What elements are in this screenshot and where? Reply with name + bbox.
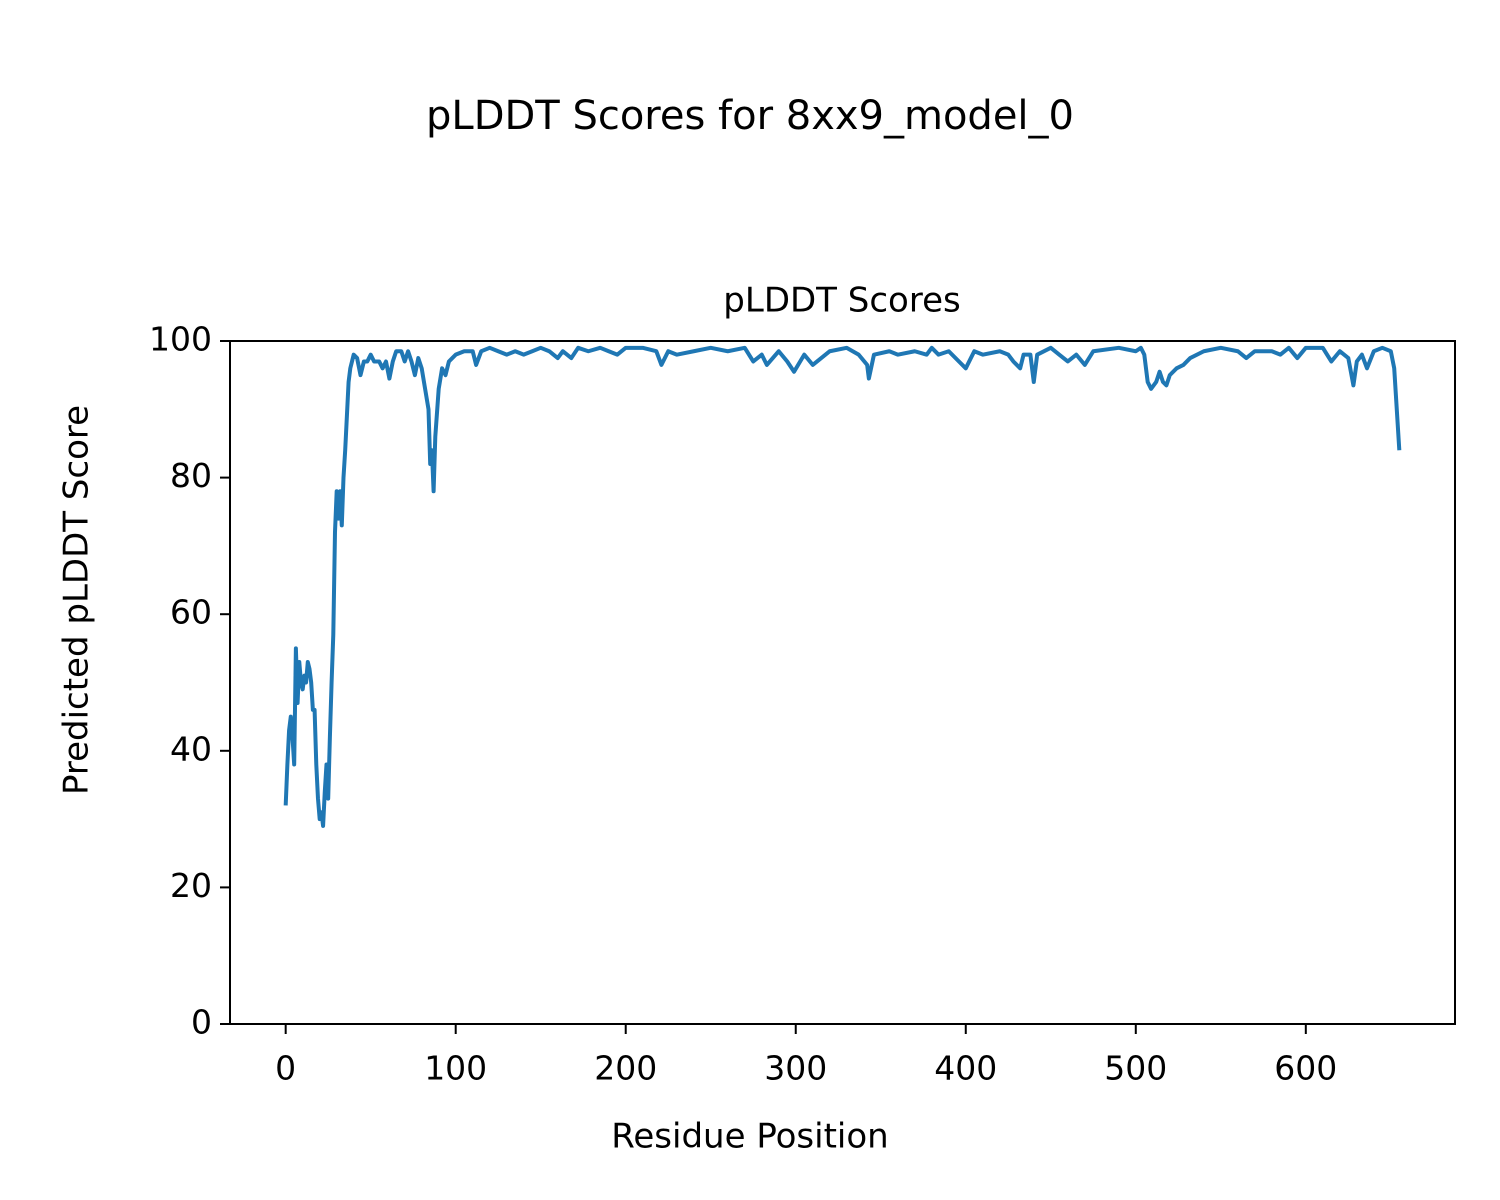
x-tick-label: 600 — [1274, 1049, 1337, 1088]
x-tick-label: 100 — [424, 1049, 487, 1088]
x-axis-label: Residue Position — [611, 1117, 888, 1157]
y-tick-label: 0 — [191, 1003, 212, 1042]
y-tick-label: 80 — [170, 456, 212, 495]
x-tick-label: 200 — [594, 1049, 657, 1088]
x-tick-label: 0 — [275, 1049, 296, 1088]
y-tick-label: 100 — [149, 320, 212, 359]
figure-title: pLDDT Scores for 8xx9_model_0 — [426, 93, 1074, 139]
x-tick-label: 500 — [1104, 1049, 1167, 1088]
y-tick-label: 40 — [170, 729, 212, 768]
y-axis-label: Predicted pLDDT Score — [57, 405, 97, 795]
axes-title: pLDDT Scores — [723, 281, 960, 321]
y-tick-label: 60 — [170, 593, 212, 632]
data-line — [283, 345, 1402, 828]
x-tick-label: 400 — [934, 1049, 997, 1088]
x-tick-label: 300 — [764, 1049, 827, 1088]
y-tick-label: 20 — [170, 866, 212, 905]
plot-frame — [229, 340, 1456, 1025]
